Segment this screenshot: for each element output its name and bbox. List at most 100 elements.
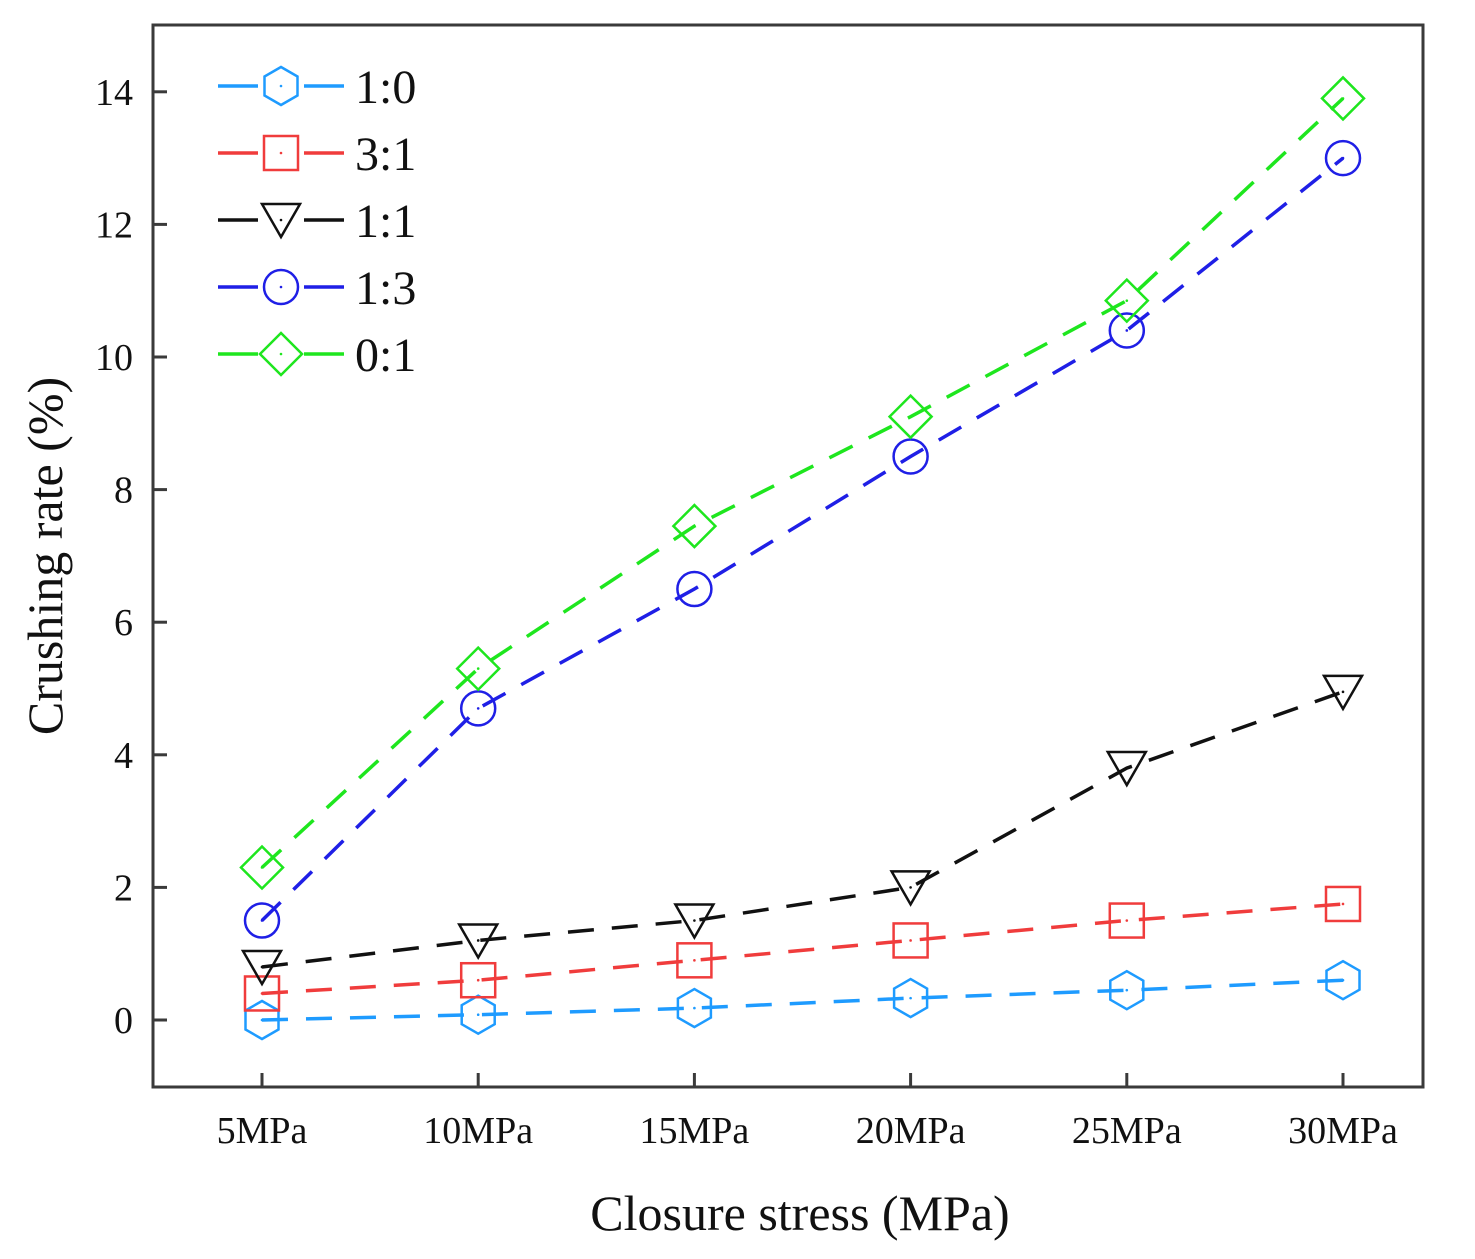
series-1-3 <box>243 139 1362 939</box>
legend-marker <box>262 268 300 306</box>
legend-label: 1:3 <box>355 262 416 315</box>
data-point-center-dot <box>693 1006 696 1010</box>
legend-marker-center-dot <box>279 84 283 88</box>
legend-marker <box>262 134 300 172</box>
data-point-center-dot <box>260 919 264 922</box>
data-point-center-dot <box>1341 97 1345 100</box>
data-point <box>1104 277 1150 324</box>
data-point-center-dot <box>260 1018 264 1022</box>
data-point <box>243 975 281 1012</box>
y-tick-label: 2 <box>114 867 133 909</box>
data-point-center-dot <box>1341 902 1345 906</box>
plot-frame <box>151 23 1425 1089</box>
y-axis-title: Crushing rate (%) <box>17 377 73 735</box>
data-point <box>676 987 713 1029</box>
data-point <box>1324 885 1362 923</box>
data-point <box>1324 139 1362 177</box>
data-point <box>459 690 497 727</box>
legend-item: 1:1 <box>218 195 416 248</box>
data-point <box>459 961 497 999</box>
data-point-center-dot <box>1125 988 1129 992</box>
data-point <box>243 902 281 939</box>
legend-label: 3:1 <box>355 128 416 181</box>
data-point-center-dot <box>1125 299 1129 302</box>
data-point <box>673 903 716 941</box>
data-point-center-dot <box>260 992 264 995</box>
data-point <box>457 923 500 960</box>
data-point <box>1108 902 1146 939</box>
data-point <box>887 393 934 440</box>
legend-marker <box>259 202 303 240</box>
data-point <box>1105 750 1148 788</box>
data-point-center-dot <box>1125 919 1129 922</box>
x-tick-label: 5MPa <box>217 1110 308 1152</box>
y-tick-label: 12 <box>95 204 133 246</box>
data-point-center-dot <box>476 707 480 710</box>
y-tick-label: 8 <box>114 470 133 512</box>
data-point <box>1109 969 1145 1011</box>
x-axis: 5MPa 10MPa 15MPa 20MPa 25MPa 30MPa <box>217 1073 1398 1152</box>
data-point-center-dot <box>909 415 912 418</box>
data-point-center-dot <box>260 965 264 969</box>
data-point-center-dot <box>1341 156 1345 160</box>
legend-item: 1:0 <box>218 61 416 114</box>
legend-marker-center-dot <box>279 285 283 289</box>
series-line <box>261 902 1344 996</box>
data-point-center-dot <box>909 455 912 458</box>
series-3-1 <box>243 885 1362 1012</box>
data-point <box>676 942 713 979</box>
y-tick-label: 14 <box>95 72 133 114</box>
data-point-center-dot <box>909 939 912 942</box>
series-line <box>260 156 1345 922</box>
legend-label: 1:0 <box>355 61 416 114</box>
data-point-center-dot <box>909 886 912 889</box>
data-point <box>892 438 929 475</box>
y-tick-label: 10 <box>95 337 133 379</box>
data-point-center-dot <box>476 667 480 670</box>
x-tick-label: 25MPa <box>1072 1110 1182 1152</box>
data-point <box>676 570 713 608</box>
x-tick-label: 10MPa <box>423 1110 533 1152</box>
y-axis: 0 2 4 6 8 10 12 14 <box>95 72 167 1042</box>
data-point-center-dot <box>1341 690 1345 694</box>
data-point <box>455 645 501 692</box>
data-point-center-dot <box>909 996 912 1000</box>
y-tick-label: 0 <box>114 1000 133 1042</box>
data-point-center-dot <box>476 939 480 942</box>
legend-marker-center-dot <box>279 352 283 356</box>
data-point <box>1321 674 1365 712</box>
data-point-center-dot <box>260 866 264 869</box>
series-layer <box>239 75 1366 1041</box>
data-point <box>460 994 496 1036</box>
data-point-center-dot <box>476 978 480 982</box>
data-point <box>240 949 284 987</box>
series-1-0 <box>244 959 1361 1041</box>
y-tick-label: 6 <box>114 602 133 644</box>
data-point <box>892 922 929 959</box>
x-tick-label: 15MPa <box>640 1110 750 1152</box>
series-line <box>261 978 1344 1022</box>
legend-item: 3:1 <box>218 128 416 181</box>
series-line <box>260 97 1345 869</box>
legend-marker <box>258 331 304 377</box>
legend-item: 1:3 <box>218 262 416 315</box>
legend-marker <box>263 65 299 107</box>
data-point-center-dot <box>693 524 696 528</box>
legend-marker-center-dot <box>279 218 283 222</box>
data-point-center-dot <box>1125 329 1129 332</box>
data-point <box>892 977 929 1019</box>
series-0-1 <box>239 75 1366 891</box>
legend-label: 1:1 <box>355 195 416 248</box>
data-point <box>889 870 932 907</box>
y-tick-label: 4 <box>114 735 133 777</box>
series-1-1 <box>240 674 1365 987</box>
data-point-center-dot <box>693 959 696 962</box>
legend: 1:0 3:1 1:1 1:3 0:1 <box>218 61 416 382</box>
data-point-center-dot <box>693 587 696 591</box>
data-point-center-dot <box>1125 766 1129 770</box>
data-point <box>1320 75 1366 122</box>
data-point <box>671 503 718 549</box>
data-point-center-dot <box>476 1013 480 1016</box>
legend-marker-center-dot <box>279 151 283 155</box>
